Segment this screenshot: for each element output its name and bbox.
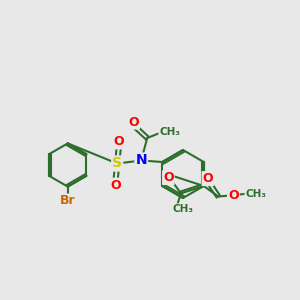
Text: O: O <box>163 171 174 184</box>
Text: O: O <box>113 135 124 148</box>
Text: N: N <box>135 154 147 167</box>
Text: CH₃: CH₃ <box>172 204 193 214</box>
Text: O: O <box>202 172 213 185</box>
Text: O: O <box>228 189 239 202</box>
Text: O: O <box>128 116 139 129</box>
Text: Br: Br <box>60 194 76 208</box>
Text: O: O <box>110 178 121 192</box>
Text: S: S <box>112 157 122 170</box>
Text: CH₃: CH₃ <box>159 127 180 137</box>
Text: CH₃: CH₃ <box>245 189 266 199</box>
